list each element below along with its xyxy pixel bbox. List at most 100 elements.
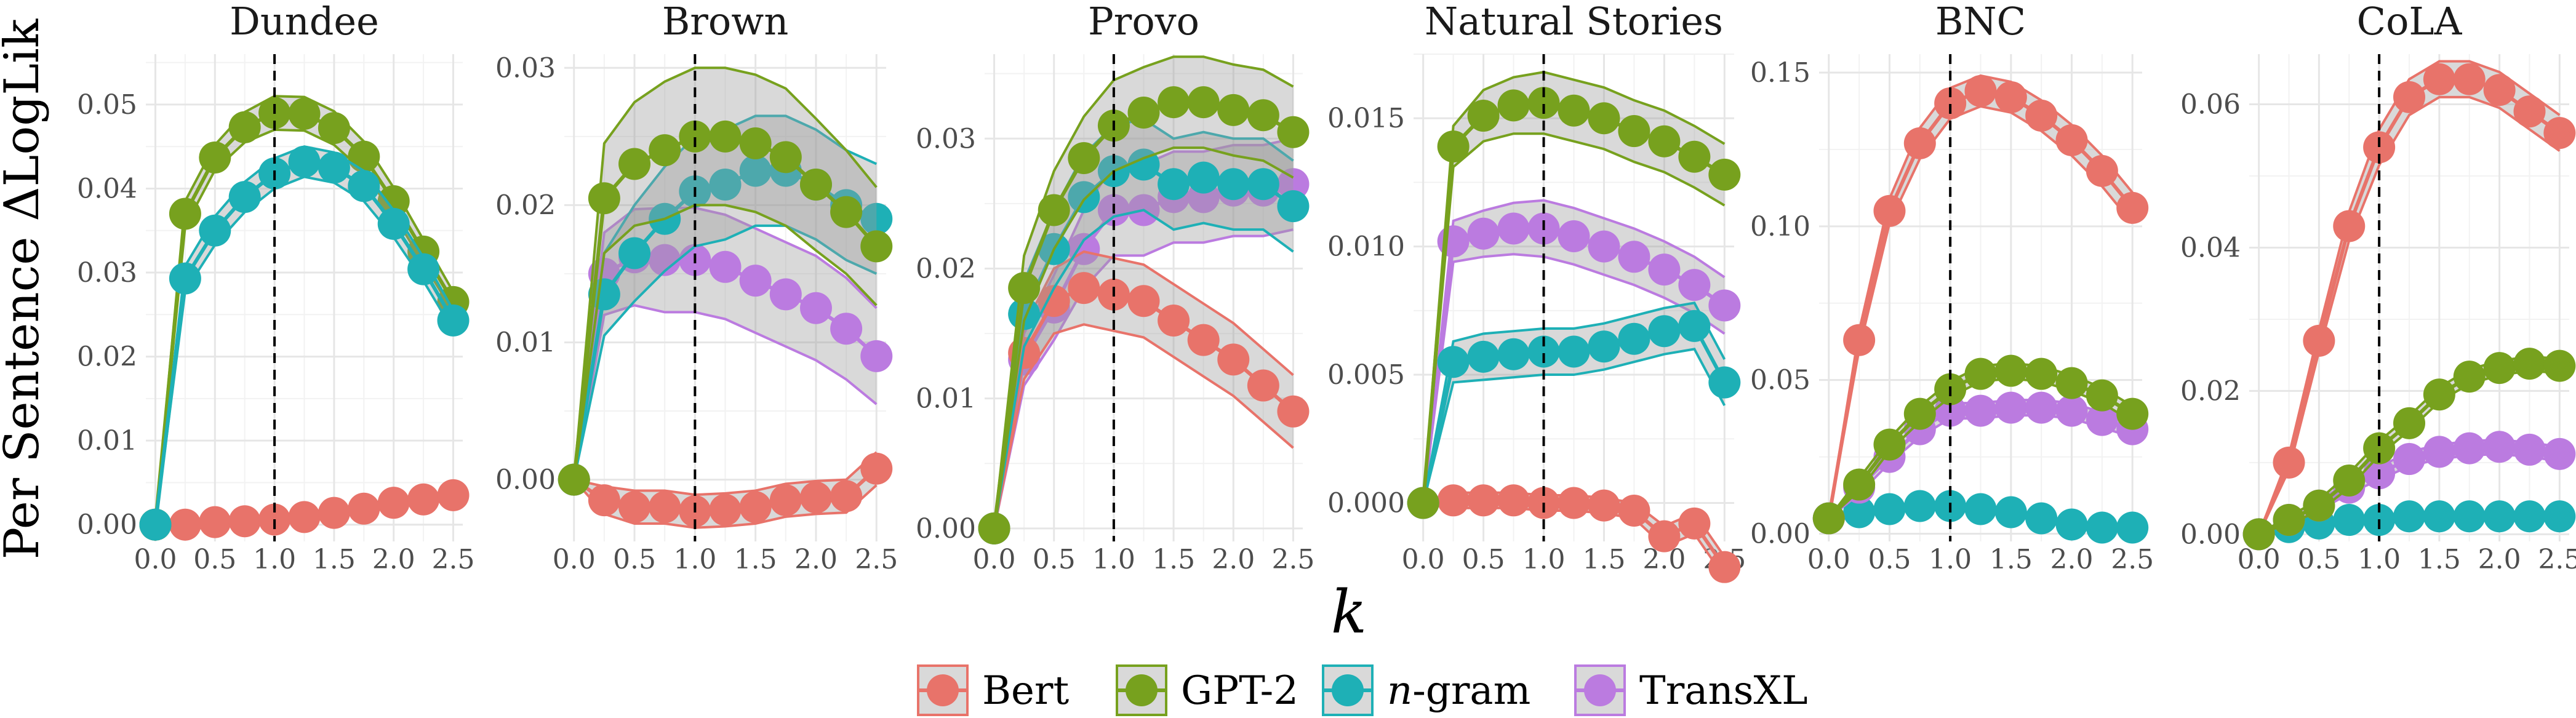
y-tick-label: 0.00 xyxy=(495,465,556,496)
panel-natural-stories: Natural Stories 0.000 0.005 0.010 0.015 0.0 0.… xyxy=(1327,0,1746,583)
data-point xyxy=(2423,436,2455,468)
data-point xyxy=(1843,496,1876,529)
data-point xyxy=(1187,86,1220,119)
data-point xyxy=(558,463,590,496)
data-point xyxy=(199,214,231,247)
y-tick-label: 0.02 xyxy=(495,189,556,221)
data-point xyxy=(2453,63,2486,95)
legend-label: Bert xyxy=(982,668,1070,714)
band-upper-edge xyxy=(572,66,878,480)
data-point xyxy=(1467,217,1500,250)
data-point xyxy=(2333,504,2366,537)
data-point xyxy=(2116,397,2149,430)
x-tick-label: 1.0 xyxy=(2358,544,2401,575)
data-point xyxy=(1618,494,1650,527)
y-tick-label: 0.05 xyxy=(77,89,137,121)
data-point xyxy=(1618,322,1650,355)
data-point xyxy=(2483,352,2516,385)
data-point xyxy=(1558,94,1590,127)
legend-item-transxl: TransXL xyxy=(1574,664,1808,716)
data-point xyxy=(2363,131,2396,164)
confidence-band xyxy=(994,57,1294,529)
band-lower-edge xyxy=(993,209,1294,529)
data-point xyxy=(739,265,772,297)
data-point xyxy=(2086,511,2118,544)
x-tick-label: 2.0 xyxy=(2478,544,2521,575)
data-point xyxy=(377,207,410,240)
panel-title: Natural Stories xyxy=(1425,0,1723,44)
panel-title: Provo xyxy=(1088,0,1199,44)
data-point xyxy=(1437,484,1470,517)
x-tick-label: 0.0 xyxy=(973,544,1016,575)
data-point xyxy=(2025,357,2058,390)
panel-title: CoLA xyxy=(2357,0,2463,44)
data-point xyxy=(739,127,772,160)
data-point xyxy=(1187,161,1220,194)
confidence-band xyxy=(2258,356,2560,535)
data-point xyxy=(769,141,802,174)
legend-key-marker xyxy=(927,674,959,706)
data-point xyxy=(1527,335,1560,368)
data-point xyxy=(1247,99,1279,132)
data-point xyxy=(1843,324,1876,356)
data-point xyxy=(709,493,742,526)
y-tick-label: 0.00 xyxy=(2180,519,2241,550)
y-tick-label: 0.01 xyxy=(916,383,976,415)
band-upper-edge xyxy=(1422,199,1726,503)
data-point xyxy=(377,487,410,519)
band-upper-edge xyxy=(572,206,878,480)
data-point xyxy=(2242,518,2275,551)
data-point xyxy=(228,111,261,143)
data-point xyxy=(2055,394,2088,427)
data-point xyxy=(1217,168,1250,201)
data-point xyxy=(2423,63,2455,95)
series-bert xyxy=(1812,74,2149,535)
data-point xyxy=(799,292,832,324)
confidence-band xyxy=(994,252,1294,529)
data-point xyxy=(2273,504,2305,537)
y-tick-label: 0.005 xyxy=(1327,359,1405,391)
x-tick-label: 2.5 xyxy=(855,544,898,575)
panel-title: BNC xyxy=(1935,0,2026,44)
data-point xyxy=(1497,338,1530,370)
data-point xyxy=(860,202,893,235)
data-point xyxy=(1934,87,1967,119)
confidence-band xyxy=(574,116,877,480)
data-point xyxy=(2393,500,2425,533)
legend: Bert GPT-2 n-gram TransXL xyxy=(917,664,1808,716)
band-lower-edge xyxy=(993,146,1294,529)
legend-key-marker xyxy=(1126,674,1158,706)
x-tick-label: 1.5 xyxy=(1152,544,1195,575)
data-point xyxy=(1964,493,1997,525)
data-point xyxy=(1708,366,1741,399)
x-tick-label: 2.5 xyxy=(1271,544,1314,575)
series-n-gram xyxy=(139,145,470,541)
data-point xyxy=(1588,102,1620,135)
data-point xyxy=(2025,99,2058,132)
legend-item-gpt-2: GPT-2 xyxy=(1116,664,1298,716)
y-tick-label: 0.06 xyxy=(2180,89,2241,121)
legend-key-marker xyxy=(1332,674,1364,706)
data-point xyxy=(2423,378,2455,411)
y-tick-label: 0.00 xyxy=(1750,519,1810,550)
series-gpt-2 xyxy=(978,55,1310,544)
y-tick-label: 0.02 xyxy=(916,253,976,284)
data-point xyxy=(407,253,440,285)
y-tick-label: 0.15 xyxy=(1750,57,1810,89)
x-tick-label: 1.5 xyxy=(2418,544,2461,575)
data-point xyxy=(1158,86,1190,119)
data-point xyxy=(1187,324,1220,356)
band-upper-edge xyxy=(574,451,878,497)
data-point xyxy=(1708,289,1741,322)
data-point xyxy=(1994,81,2027,113)
x-tick-label: 2.5 xyxy=(2538,544,2576,575)
y-tick-label: 0.01 xyxy=(77,425,137,457)
data-point xyxy=(799,168,832,201)
data-point xyxy=(2333,210,2366,242)
x-tick-label: 2.0 xyxy=(2050,544,2094,575)
data-point xyxy=(2513,95,2546,128)
data-point xyxy=(437,479,470,511)
x-tick-label: 2.0 xyxy=(1212,544,1255,575)
data-point xyxy=(1158,168,1190,201)
legend-label: TransXL xyxy=(1639,668,1808,714)
